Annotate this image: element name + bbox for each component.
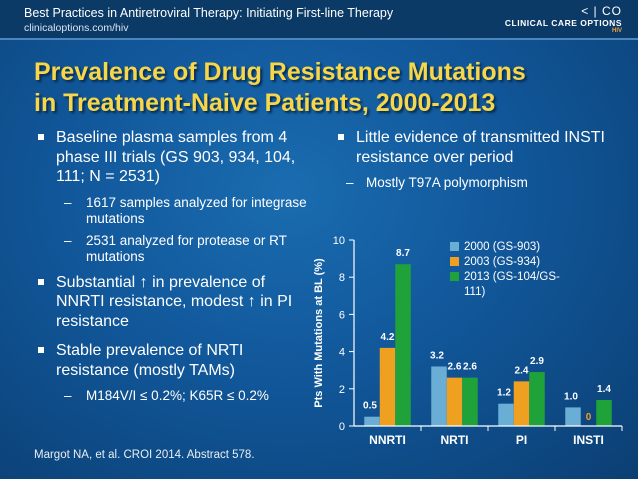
legend-label-2: 2013 (GS-104/GS- <box>464 271 560 283</box>
bullet-nrti-stable: Stable prevalence of NRTI resistance (mo… <box>36 341 316 380</box>
header-title: Best Practices in Antiretroviral Therapy… <box>24 6 394 20</box>
up-arrow-icon: ↑ <box>247 293 256 310</box>
bar-nrti-s1 <box>446 377 463 426</box>
x-label-nnrti: NNRTI <box>369 433 406 447</box>
subbullet-t97a-text: Mostly T97A polymorphism <box>366 175 528 190</box>
slide-title-line1: Prevalence of Drug Resistance Mutations <box>34 58 526 86</box>
legend-label-1: 2003 (GS-934) <box>464 256 540 268</box>
data-label-nrti-s0: 3.2 <box>430 350 444 361</box>
clinical-care-options-logo: < | CO CLINICAL CARE OPTIONS HIV <box>504 4 626 34</box>
data-label-pi-s2: 2.9 <box>530 356 544 367</box>
data-label-insti-s2: 1.4 <box>597 384 611 395</box>
logo-sub: HIV <box>611 28 622 34</box>
right-bullet-list: Little evidence of transmitted INSTI res… <box>336 128 626 199</box>
header-url[interactable]: clinicaloptions.com/hiv <box>24 22 129 34</box>
y-tick-label-2: 4 <box>339 347 345 359</box>
bullet-nnrti-mid: in prevalence of NNRTI resistance, modes… <box>56 273 266 311</box>
subbullet-t97a: – Mostly T97A polymorphism <box>346 175 528 190</box>
y-tick-label-0: 0 <box>339 421 345 433</box>
chart-data-labels: 0.5 4.2 8.7 3.2 2.6 2.6 1.2 2.42.9 1.0 0 1.4 <box>363 248 611 423</box>
x-label-insti: INSTI <box>573 433 604 447</box>
logo-text: CLINICAL CARE OPTIONS <box>504 18 622 28</box>
y-tick-label-1: 2 <box>339 384 345 396</box>
data-label-nnrti-s2: 8.7 <box>396 248 410 259</box>
bullet-nnrti-post: in PI resistance <box>56 293 293 330</box>
data-label-nrti-s1: 2.6 <box>448 362 462 373</box>
bullet-nnrti-increase: Substantial ↑ in prevalence of NNRTI res… <box>36 273 316 332</box>
y-tick-label-3: 6 <box>339 309 345 321</box>
legend-swatch-1 <box>450 257 459 266</box>
bar-nnrti-s1 <box>379 347 396 426</box>
left-bullet-list: Baseline plasma samples from 4 phase III… <box>36 128 316 412</box>
bullet-nnrti-pre: Substantial <box>56 273 136 291</box>
data-label-nrti-s2: 2.6 <box>463 362 477 373</box>
chart-axes <box>353 240 622 427</box>
bar-pi-s2 <box>529 372 545 426</box>
y-tick-label-4: 8 <box>339 272 345 284</box>
slide-title: Prevalence of Drug Resistance Mutations … <box>34 57 614 119</box>
header-bar: Best Practices in Antiretroviral Therapy… <box>0 0 638 40</box>
data-label-pi-s0: 1.2 <box>497 388 511 399</box>
bar-insti-s0 <box>565 407 581 426</box>
subbullet-integrase-text: 1617 samples analyzed for integrase muta… <box>86 194 307 226</box>
legend-label-3: 111) <box>464 286 485 298</box>
data-label-insti-s1: 0 <box>586 412 592 423</box>
bullet-insti-evidence: Little evidence of transmitted INSTI res… <box>336 128 626 167</box>
chart-y-axis-label: Pts With Mutations at BL (%) <box>313 258 325 408</box>
data-label-pi-s1: 2.4 <box>515 365 529 376</box>
bar-insti-s2 <box>596 399 612 426</box>
chart-bars <box>364 264 612 426</box>
slide-title-line2: in Treatment-Naive Patients, 2000-2013 <box>34 89 496 117</box>
subbullet-m184v-text: M184V/I ≤ 0.2%; K65R ≤ 0.2% <box>86 388 269 403</box>
subbullet-protease-rt-text: 2531 analyzed for protease or RT mutatio… <box>86 232 287 264</box>
chart-legend: 2000 (GS-903) 2003 (GS-934) 2013 (GS-104/G… <box>450 241 560 298</box>
data-label-nnrti-s1: 4.2 <box>381 332 395 343</box>
subbullet-protease-rt: –2531 analyzed for protease or RT mutati… <box>64 232 287 264</box>
data-label-insti-s0: 1.0 <box>564 391 578 402</box>
chart-y-ticks: 0 2 4 6 8 10 <box>333 235 354 433</box>
data-label-nnrti-s0: 0.5 <box>363 401 377 412</box>
bar-nnrti-s2 <box>395 264 411 426</box>
bullet-baseline-samples: Baseline plasma samples from 4 phase III… <box>36 128 316 187</box>
reference-citation: Margot NA, et al. CROI 2014. Abstract 57… <box>34 449 255 461</box>
bar-pi-s0 <box>498 403 514 426</box>
bar-nrti-s0 <box>431 366 447 426</box>
up-arrow-icon: ↑ <box>139 273 148 291</box>
subbullet-integrase: –1617 samples analyzed for integrase mut… <box>64 194 307 226</box>
x-label-nrti: NRTI <box>441 433 469 447</box>
subbullet-m184v: – M184V/I ≤ 0.2%; K65R ≤ 0.2% <box>64 388 269 403</box>
legend-swatch-2 <box>450 272 459 281</box>
y-tick-label-5: 10 <box>333 235 345 247</box>
x-label-pi: PI <box>516 433 527 447</box>
logo-mark: < | CO <box>581 4 622 18</box>
legend-swatch-0 <box>450 242 459 251</box>
legend-label-0: 2000 (GS-903) <box>464 241 540 253</box>
bar-pi-s1 <box>513 381 530 426</box>
bar-nnrti-s0 <box>364 416 380 426</box>
chart-x-labels: NNRTI NRTI PI INSTI <box>369 426 623 447</box>
bar-nrti-s2 <box>462 377 478 426</box>
